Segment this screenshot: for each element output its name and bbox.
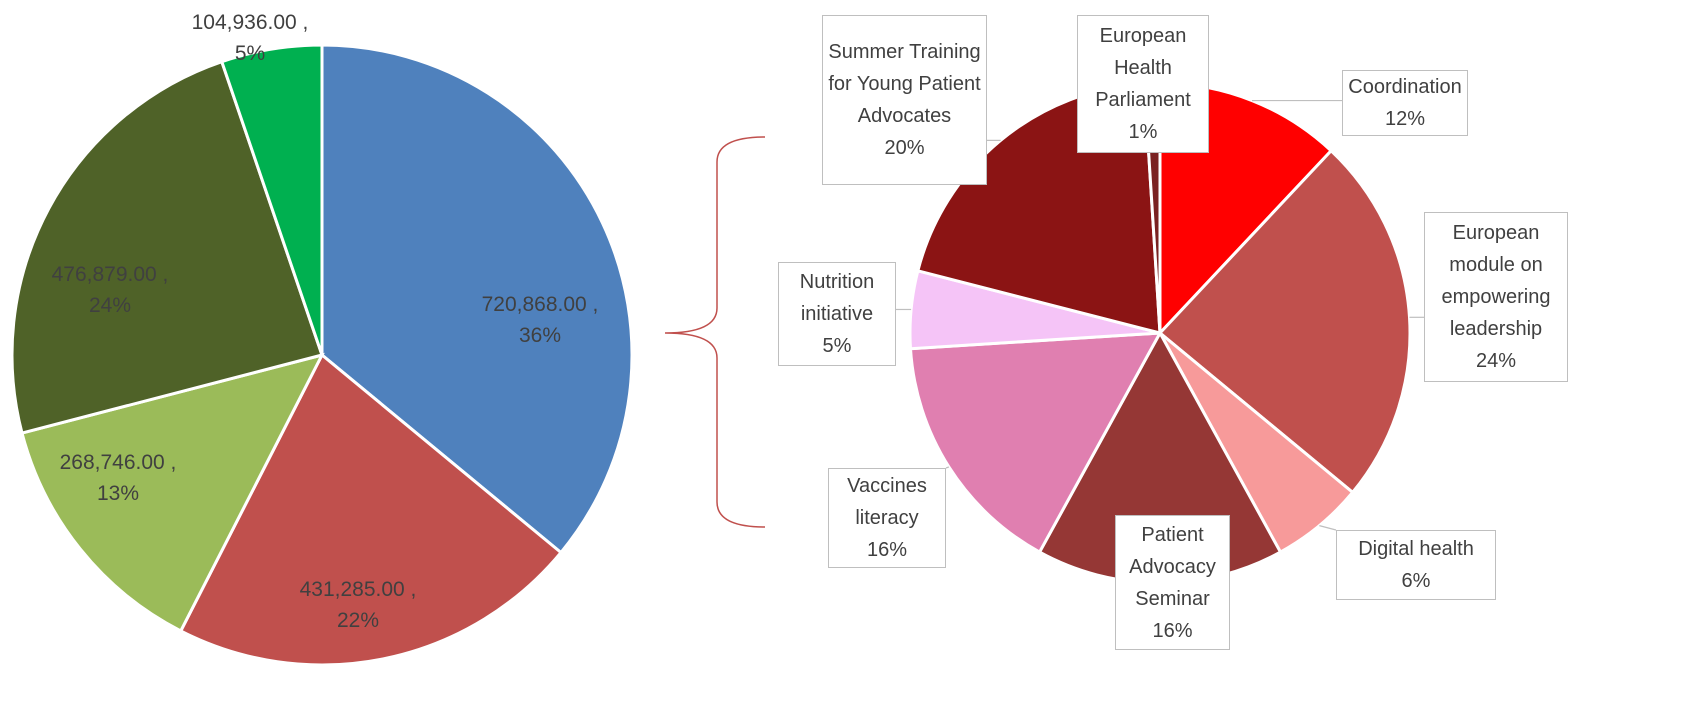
percent-label: 22% [336, 609, 380, 632]
category-label: Digital health [1358, 538, 1474, 560]
pie-slice [219, 43, 324, 356]
pie-slice [178, 352, 564, 667]
percent-label: 24% [88, 294, 132, 317]
data-label: 268,746.00 , 13% [18, 447, 218, 509]
percent-label: 5% [234, 42, 266, 65]
data-label: Coordination 12% [1342, 70, 1468, 136]
category-label: Patient Advocacy Seminar [1129, 523, 1216, 610]
category-label: Summer Training for Young Patient Advoca… [828, 41, 981, 127]
leader-line [945, 466, 950, 469]
data-label: Vaccines literacy 16% [828, 468, 946, 568]
value-label: 104,936.00 , [191, 11, 309, 34]
pie-slice [20, 352, 325, 633]
value-label: 720,868.00 , [481, 293, 599, 316]
data-label: European module on empowering leadership… [1424, 212, 1568, 382]
pie-slice [1157, 148, 1412, 495]
category-label: Nutrition initiative [799, 271, 875, 325]
data-label: European Health Parliament 1% [1077, 15, 1209, 153]
data-label: Digital health 6% [1336, 530, 1496, 600]
category-label: European module on empowering leadership [1441, 222, 1551, 340]
value-label: 268,746.00 , [59, 451, 177, 474]
category-label: Vaccines literacy [847, 475, 927, 529]
data-label: Summer Training for Young Patient Advoca… [822, 15, 987, 185]
percent-label: 36% [518, 324, 562, 347]
percent-label: 13% [96, 482, 140, 505]
value-label: 476,879.00 , [51, 263, 169, 286]
category-label: European Health Parliament [1095, 25, 1191, 111]
data-label: 720,868.00 , 36% [440, 289, 640, 351]
pie-slice [320, 43, 634, 555]
data-label: Nutrition initiative 5% [778, 262, 896, 366]
data-label: Patient Advocacy Seminar 16% [1115, 515, 1230, 650]
leader-line [1319, 525, 1337, 531]
data-label: 476,879.00 , 24% [10, 259, 210, 321]
bracket [664, 136, 766, 528]
percent-label: 16% [1152, 619, 1193, 642]
pie-slice [10, 59, 324, 435]
percent-label: 24% [1475, 350, 1517, 372]
percent-label: 20% [884, 137, 925, 159]
percent-label: 6% [1401, 570, 1431, 592]
percent-label: 1% [1128, 121, 1158, 143]
data-label: 104,936.00 , 5% [150, 7, 350, 69]
percent-label: 16% [866, 539, 908, 561]
percent-label: 12% [1384, 108, 1426, 130]
data-label: 431,285.00 , 22% [258, 574, 458, 636]
value-label: 431,285.00 , [299, 578, 417, 601]
category-label: Coordination [1348, 76, 1462, 98]
percent-label: 5% [822, 335, 852, 357]
